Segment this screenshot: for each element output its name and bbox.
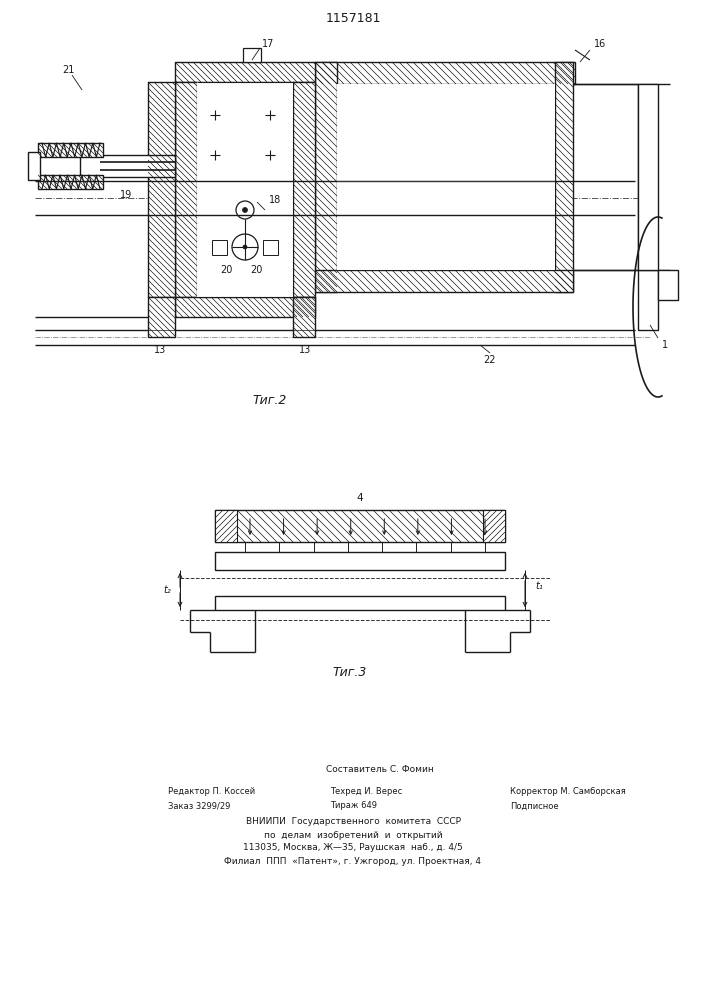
- Bar: [148, 82, 175, 297]
- Text: 4: 4: [357, 493, 363, 503]
- Bar: [175, 62, 315, 82]
- Text: 17: 17: [262, 39, 274, 49]
- Bar: [215, 510, 237, 542]
- Bar: [197, 82, 293, 297]
- Text: Редактор П. Коссей: Редактор П. Коссей: [168, 788, 255, 796]
- Text: Τиг.2: Τиг.2: [253, 393, 287, 406]
- Bar: [38, 175, 103, 189]
- Text: 22: 22: [484, 355, 496, 365]
- Bar: [315, 270, 573, 292]
- Bar: [215, 510, 505, 542]
- Text: по  делам  изобретений  и  открытий: по делам изобретений и открытий: [264, 830, 443, 840]
- Bar: [243, 48, 261, 62]
- Text: 13: 13: [154, 345, 166, 355]
- Text: Тираж 649: Тираж 649: [330, 802, 377, 810]
- Bar: [215, 596, 505, 610]
- Text: Составитель С. Фомин: Составитель С. Фомин: [326, 766, 434, 774]
- Bar: [80, 155, 175, 177]
- Text: Подписное: Подписное: [510, 802, 559, 810]
- Circle shape: [243, 208, 247, 213]
- Text: 21: 21: [62, 65, 74, 75]
- Bar: [212, 240, 227, 255]
- Text: ВНИИПИ  Государственного  комитета  СССР: ВНИИПИ Государственного комитета СССР: [245, 818, 460, 826]
- Text: 13: 13: [299, 345, 311, 355]
- Text: 20: 20: [250, 265, 262, 275]
- Text: Техред И. Верес: Техред И. Верес: [330, 788, 402, 796]
- Text: Τиг.3: Τиг.3: [333, 666, 367, 678]
- Bar: [215, 552, 505, 570]
- Text: Корректор М. Самборская: Корректор М. Самборская: [510, 788, 626, 796]
- Text: Филиал  ППП  «Патент», г. Ужгород, ул. Проектная, 4: Филиал ППП «Патент», г. Ужгород, ул. Про…: [225, 856, 481, 865]
- Bar: [315, 62, 337, 292]
- Text: 1157181: 1157181: [325, 11, 381, 24]
- Bar: [38, 143, 103, 157]
- Bar: [483, 510, 505, 542]
- Text: 16: 16: [594, 39, 606, 49]
- Text: t₂: t₂: [163, 585, 171, 595]
- Bar: [175, 82, 197, 297]
- Bar: [293, 297, 315, 337]
- Text: 20: 20: [220, 265, 232, 275]
- Text: 18: 18: [269, 195, 281, 205]
- Bar: [638, 270, 658, 330]
- Bar: [293, 82, 315, 297]
- Bar: [638, 84, 658, 270]
- Bar: [555, 62, 573, 292]
- Bar: [337, 84, 555, 270]
- Text: Заказ 3299/29: Заказ 3299/29: [168, 802, 230, 810]
- Text: 113035, Москва, Ж—35, Раушская  наб., д. 4/5: 113035, Москва, Ж—35, Раушская наб., д. …: [243, 844, 463, 852]
- Bar: [315, 62, 575, 84]
- Text: 1: 1: [662, 340, 668, 350]
- Bar: [175, 297, 315, 317]
- Text: t₁: t₁: [535, 581, 543, 591]
- Bar: [28, 152, 40, 180]
- Bar: [148, 297, 175, 337]
- Bar: [263, 240, 278, 255]
- Bar: [658, 270, 678, 300]
- Text: 19: 19: [120, 190, 132, 200]
- Circle shape: [243, 245, 247, 249]
